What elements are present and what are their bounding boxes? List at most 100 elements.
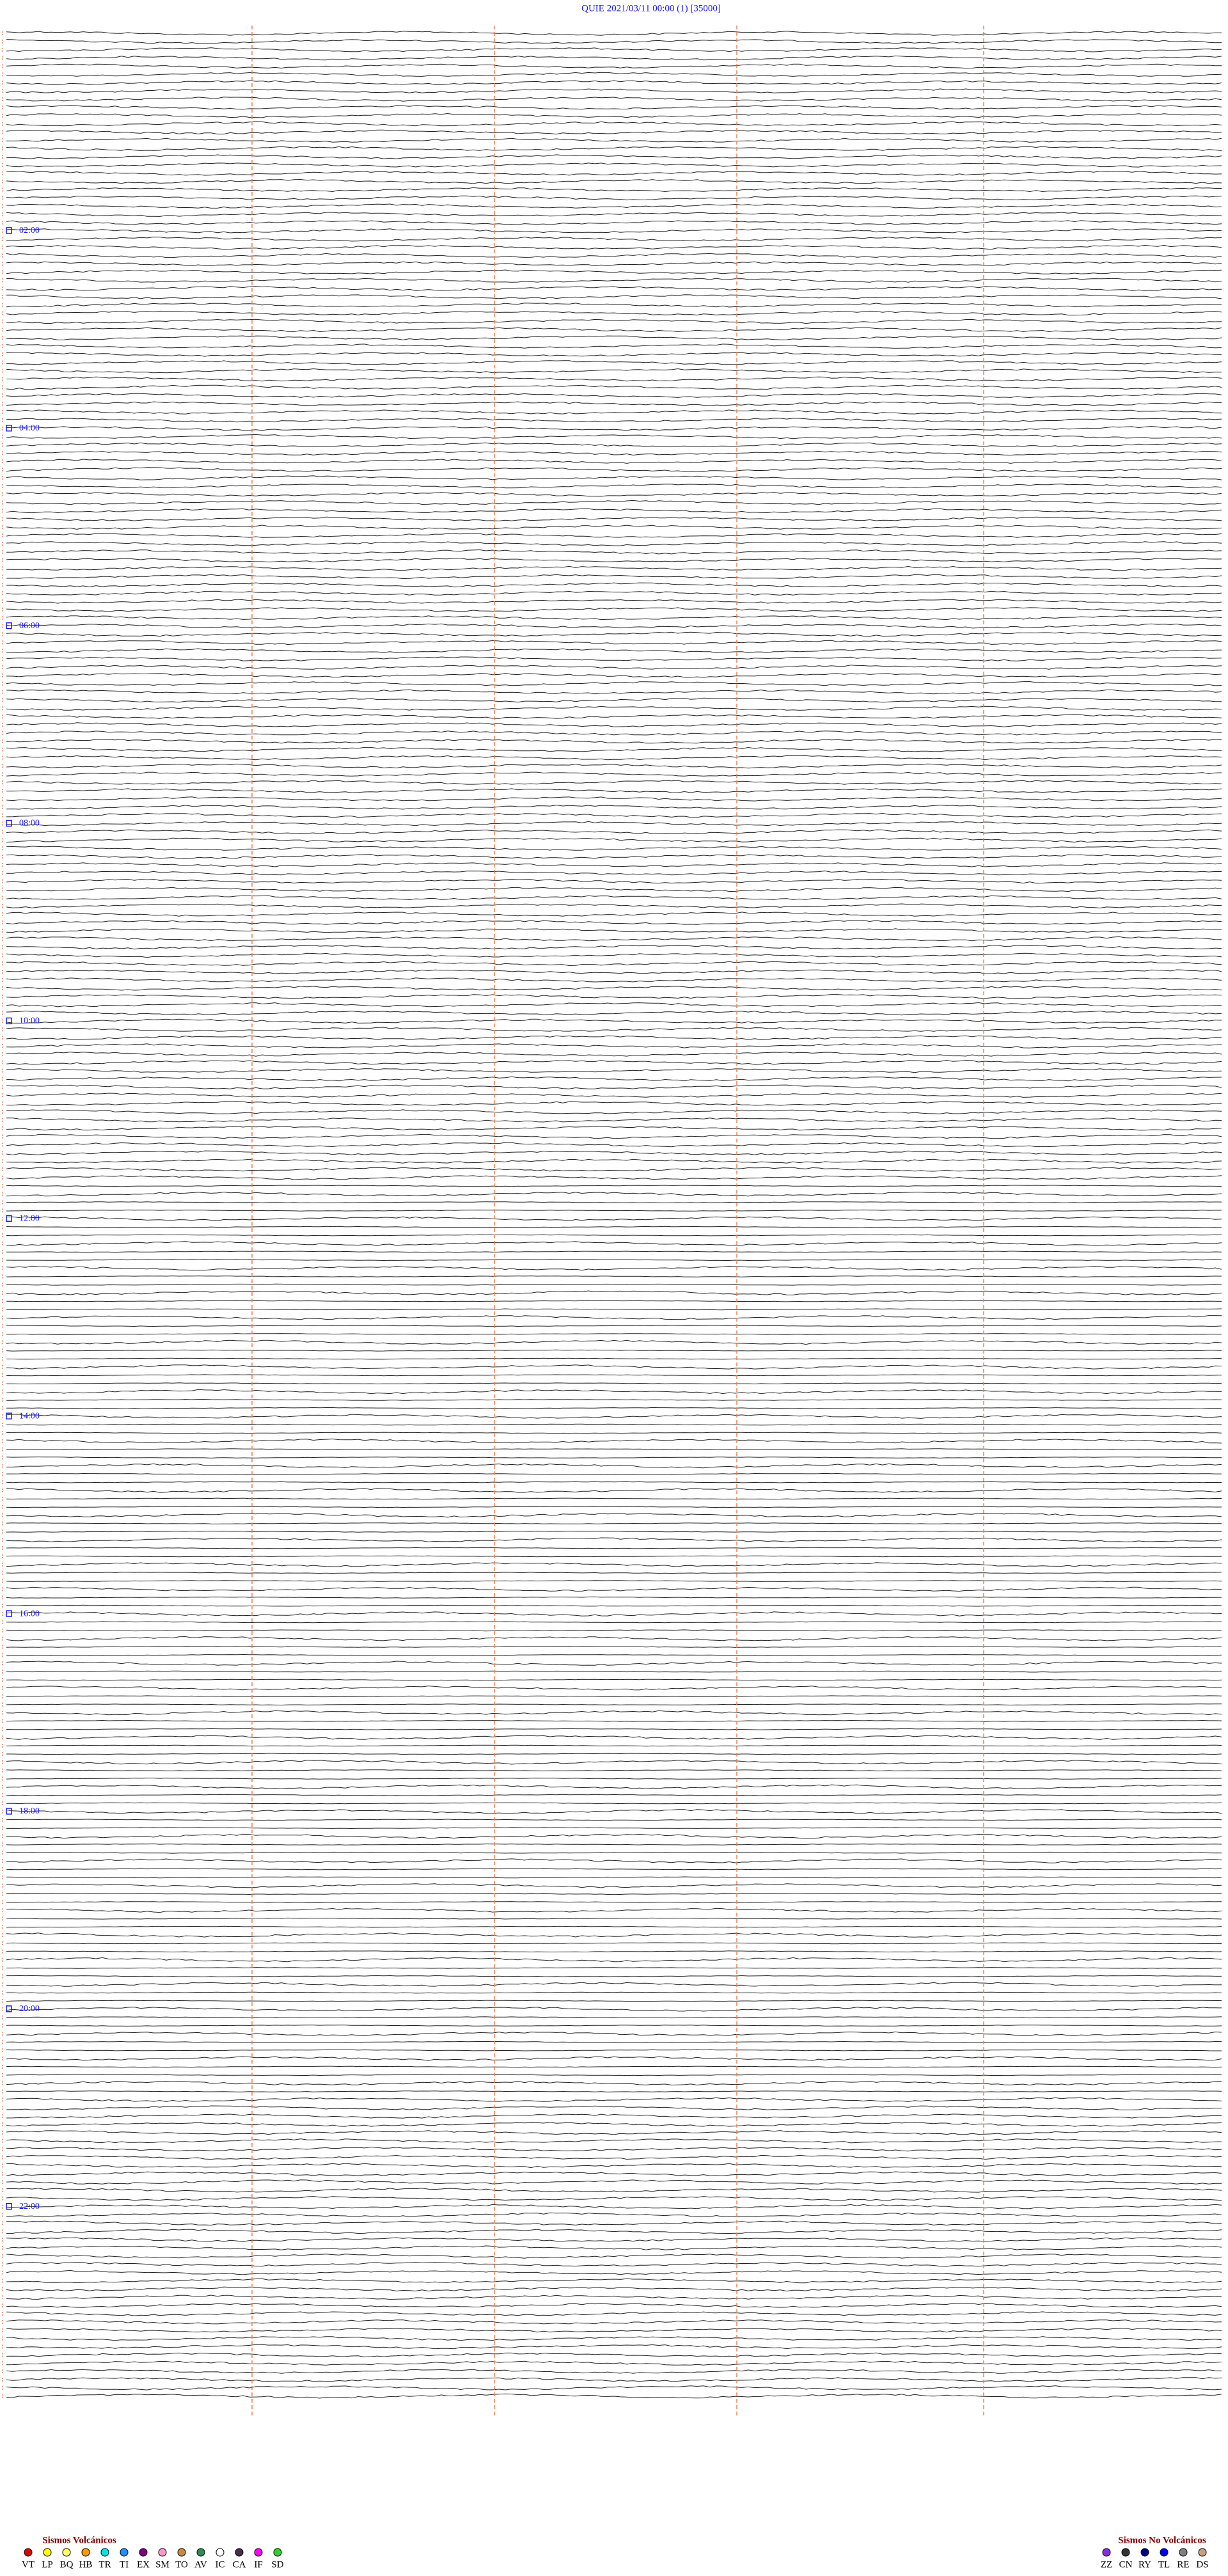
trace <box>6 837 1222 843</box>
trace <box>6 1349 1222 1352</box>
trace <box>6 88 1222 93</box>
trace <box>6 1932 1222 1938</box>
trace <box>6 656 1222 661</box>
trace <box>6 1506 1222 1508</box>
trace <box>6 1809 1222 1814</box>
trace <box>6 1512 1222 1518</box>
time-label: 10:00 <box>19 1016 40 1026</box>
trace <box>6 360 1222 365</box>
trace <box>6 1010 1222 1016</box>
legend-swatch <box>1140 2548 1149 2557</box>
trace <box>6 2319 1222 2325</box>
trace <box>6 1562 1222 1567</box>
trace <box>6 796 1222 802</box>
trace <box>6 2286 1222 2292</box>
traces <box>2 31 1222 2399</box>
legend-code: TL <box>1158 2559 1170 2570</box>
trace <box>6 253 1222 258</box>
trace <box>6 1991 1222 1994</box>
trace <box>6 689 1222 695</box>
trace <box>6 944 1222 950</box>
trace <box>6 1382 1222 1385</box>
trace <box>6 1259 1222 1261</box>
trace <box>6 1794 1222 1796</box>
trace <box>6 434 1222 439</box>
trace <box>6 1076 1222 1082</box>
trace <box>6 854 1222 859</box>
trace <box>6 549 1222 555</box>
trace <box>6 1695 1222 1698</box>
legend-code: SM <box>155 2559 169 2570</box>
trace <box>6 714 1222 719</box>
trace <box>6 1142 1222 1148</box>
trace <box>6 1251 1222 1253</box>
trace <box>6 1191 1222 1197</box>
time-marker <box>6 1412 12 1419</box>
trace <box>6 565 1222 571</box>
trace <box>6 2336 1222 2341</box>
trace <box>6 1982 1222 1987</box>
legend-code: HB <box>79 2559 93 2570</box>
legend-code: VT <box>22 2559 35 2570</box>
trace <box>6 1744 1222 1747</box>
legend-code: BQ <box>60 2559 74 2570</box>
trace <box>6 1364 1222 1370</box>
trace <box>6 1858 1222 1863</box>
trace <box>6 541 1222 546</box>
legend-code: TO <box>175 2559 188 2570</box>
trace <box>6 2311 1222 2316</box>
trace <box>6 722 1222 727</box>
legend-title: Sismos Volcánicos <box>42 2535 116 2545</box>
trace <box>6 212 1222 217</box>
trace <box>6 220 1222 225</box>
trace <box>6 1275 1222 1277</box>
trace <box>6 467 1222 472</box>
trace <box>6 31 1222 36</box>
trace <box>6 1109 1222 1114</box>
trace <box>6 1043 1222 1048</box>
trace <box>6 829 1222 835</box>
trace <box>6 986 1222 991</box>
trace <box>6 2377 1222 2382</box>
trace <box>6 1283 1222 1286</box>
trace <box>6 2262 1222 2267</box>
time-marker <box>6 1808 12 1815</box>
trace <box>6 1481 1222 1483</box>
trace <box>6 1226 1222 1228</box>
trace <box>6 113 1222 118</box>
trace <box>6 2105 1222 2110</box>
trace <box>6 1661 1222 1666</box>
title: QUIE 2021/03/11 00:00 (1) [35000] <box>581 3 721 13</box>
trace <box>6 1784 1222 1790</box>
trace <box>6 1463 1222 1469</box>
trace <box>6 1646 1222 1648</box>
trace <box>6 763 1222 769</box>
legend-swatch <box>158 2548 167 2557</box>
legend-code: LP <box>42 2559 53 2570</box>
legend-code: EX <box>137 2559 150 2570</box>
time-label: 02:00 <box>19 226 40 235</box>
trace <box>6 1611 1222 1616</box>
trace <box>6 2090 1222 2092</box>
trace <box>6 1027 1222 1032</box>
trace <box>6 1957 1222 1963</box>
legend-code: IF <box>254 2559 262 2570</box>
trace <box>6 236 1222 242</box>
time-label: 12:00 <box>19 1213 40 1223</box>
legend-swatch <box>1198 2548 1207 2557</box>
legend-swatch <box>62 2548 71 2557</box>
trace <box>6 269 1222 274</box>
trace <box>6 1398 1222 1401</box>
trace <box>6 97 1222 102</box>
trace <box>6 936 1222 942</box>
trace <box>6 1473 1222 1475</box>
trace <box>6 557 1222 563</box>
trace <box>6 1084 1222 1089</box>
trace <box>6 1654 1222 1656</box>
trace <box>6 2270 1222 2275</box>
trace <box>6 640 1222 645</box>
guides <box>251 26 984 2418</box>
trace <box>6 352 1222 357</box>
trace <box>6 1497 1222 1500</box>
trace <box>6 310 1222 316</box>
